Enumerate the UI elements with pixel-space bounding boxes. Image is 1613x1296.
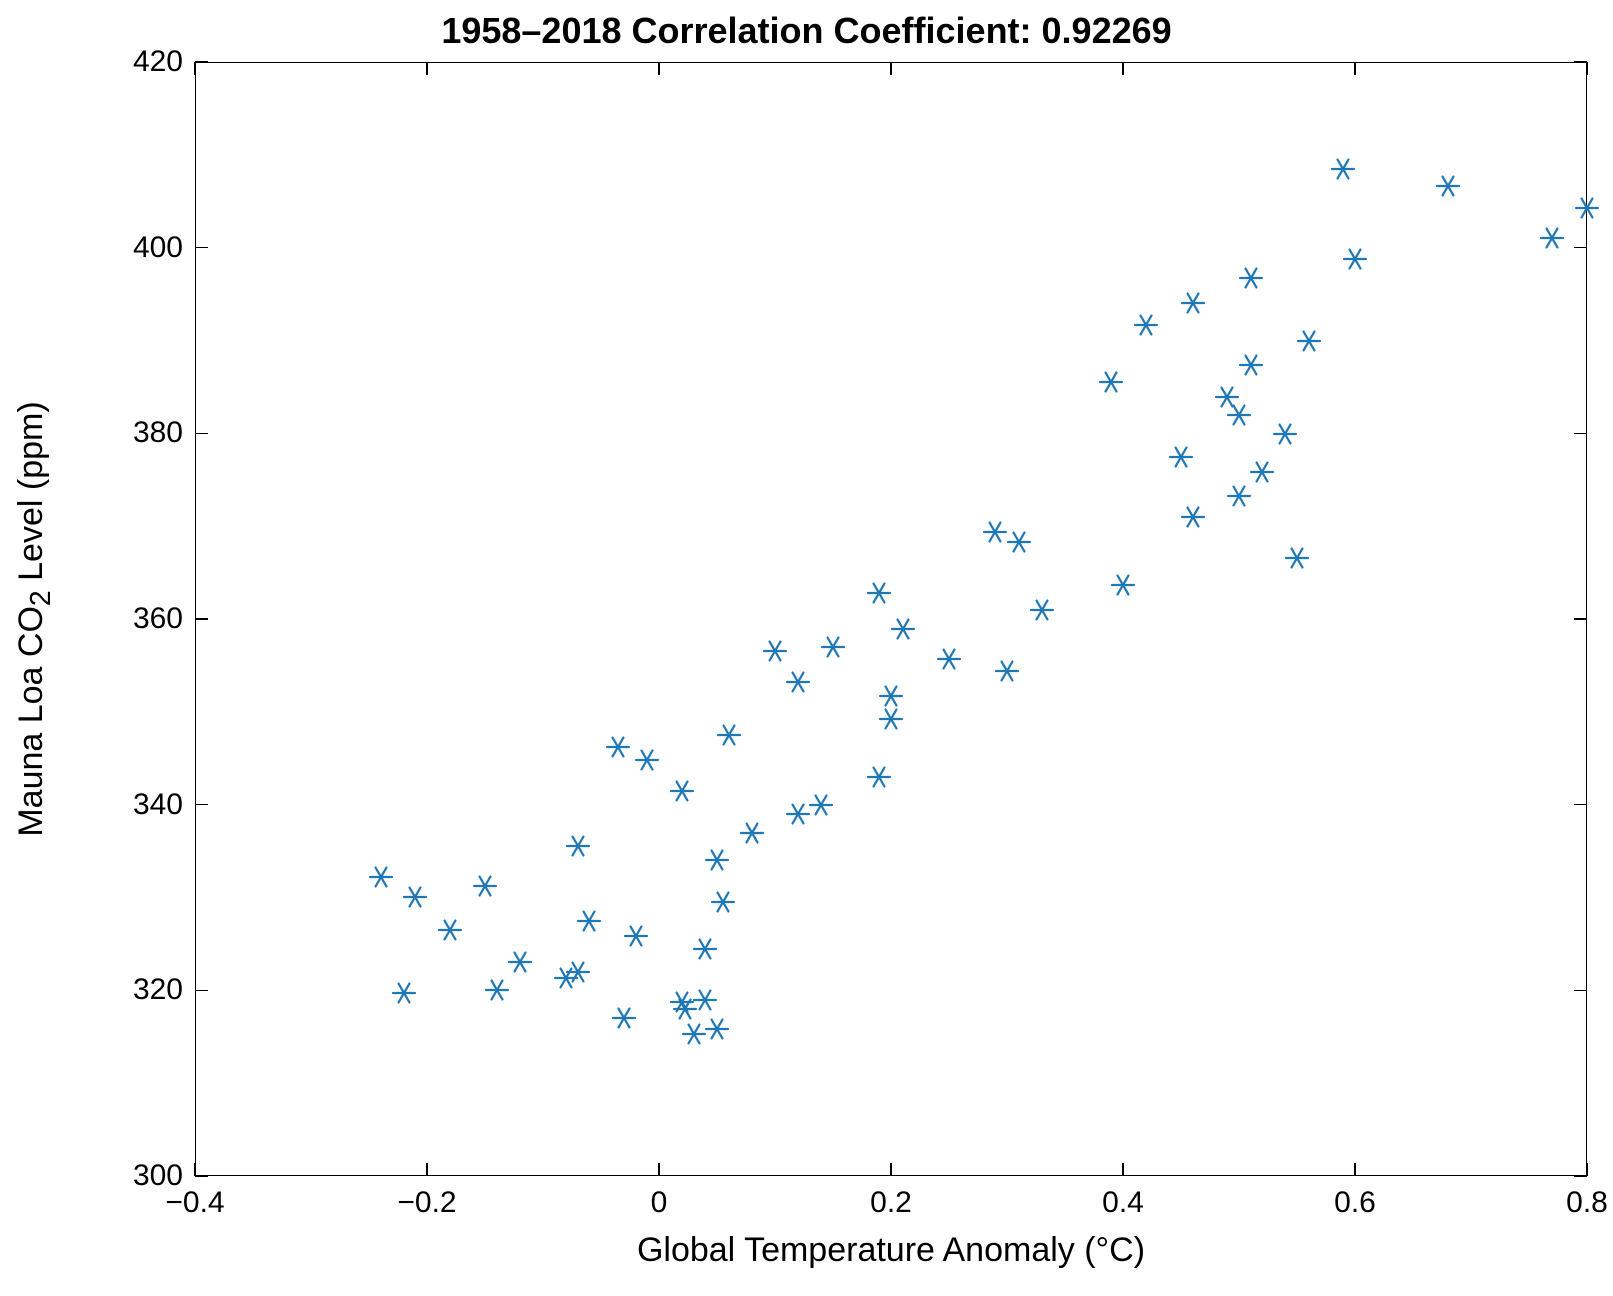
- x-tick-label: 0.4: [1073, 1186, 1173, 1220]
- x-tick-mark: [890, 62, 892, 75]
- y-axis-label: Mauna Loa CO2 Level (ppm): [12, 401, 58, 836]
- y-tick-mark: [195, 433, 208, 435]
- x-tick-mark: [658, 1163, 660, 1176]
- x-tick-mark: [890, 1163, 892, 1176]
- x-tick-mark: [1586, 62, 1588, 75]
- plot-area: [195, 62, 1587, 1176]
- ylabel-prefix: Mauna Loa CO: [12, 606, 50, 837]
- x-tick-mark: [426, 1163, 428, 1176]
- x-tick-mark: [658, 62, 660, 75]
- x-tick-mark: [1354, 62, 1356, 75]
- chart-title: 1958–2018 Correlation Coefficient: 0.922…: [0, 10, 1613, 52]
- x-tick-mark: [1122, 1163, 1124, 1176]
- x-tick-mark: [194, 62, 196, 75]
- x-tick-label: 0.8: [1537, 1186, 1613, 1220]
- y-tick-mark: [1574, 990, 1587, 992]
- x-tick-label: 0.2: [841, 1186, 941, 1220]
- x-tick-mark: [426, 62, 428, 75]
- y-tick-label: 320: [133, 973, 183, 1007]
- x-tick-label: −0.4: [145, 1186, 245, 1220]
- x-tick-label: 0.6: [1305, 1186, 1405, 1220]
- ylabel-suffix: Level (ppm): [12, 401, 50, 590]
- y-tick-mark: [195, 61, 208, 63]
- y-tick-label: 380: [133, 416, 183, 450]
- x-tick-mark: [194, 1163, 196, 1176]
- y-tick-label: 360: [133, 602, 183, 636]
- x-tick-mark: [1354, 1163, 1356, 1176]
- scatter-chart: 1958–2018 Correlation Coefficient: 0.922…: [0, 0, 1613, 1296]
- y-tick-mark: [195, 804, 208, 806]
- y-tick-mark: [195, 618, 208, 620]
- y-tick-label: 400: [133, 231, 183, 265]
- x-tick-label: −0.2: [377, 1186, 477, 1220]
- y-tick-mark: [1574, 433, 1587, 435]
- y-tick-label: 340: [133, 788, 183, 822]
- y-tick-mark: [1574, 804, 1587, 806]
- y-tick-mark: [195, 1175, 208, 1177]
- ylabel-sub: 2: [25, 590, 57, 606]
- x-axis-label: Global Temperature Anomaly (°C): [195, 1231, 1587, 1270]
- y-tick-mark: [1574, 618, 1587, 620]
- x-tick-mark: [1586, 1163, 1588, 1176]
- y-tick-mark: [1574, 61, 1587, 63]
- y-tick-mark: [195, 990, 208, 992]
- y-tick-mark: [1574, 247, 1587, 249]
- y-tick-mark: [1574, 1175, 1587, 1177]
- y-tick-mark: [195, 247, 208, 249]
- y-tick-label: 420: [133, 45, 183, 79]
- x-tick-label: 0: [609, 1186, 709, 1220]
- x-tick-mark: [1122, 62, 1124, 75]
